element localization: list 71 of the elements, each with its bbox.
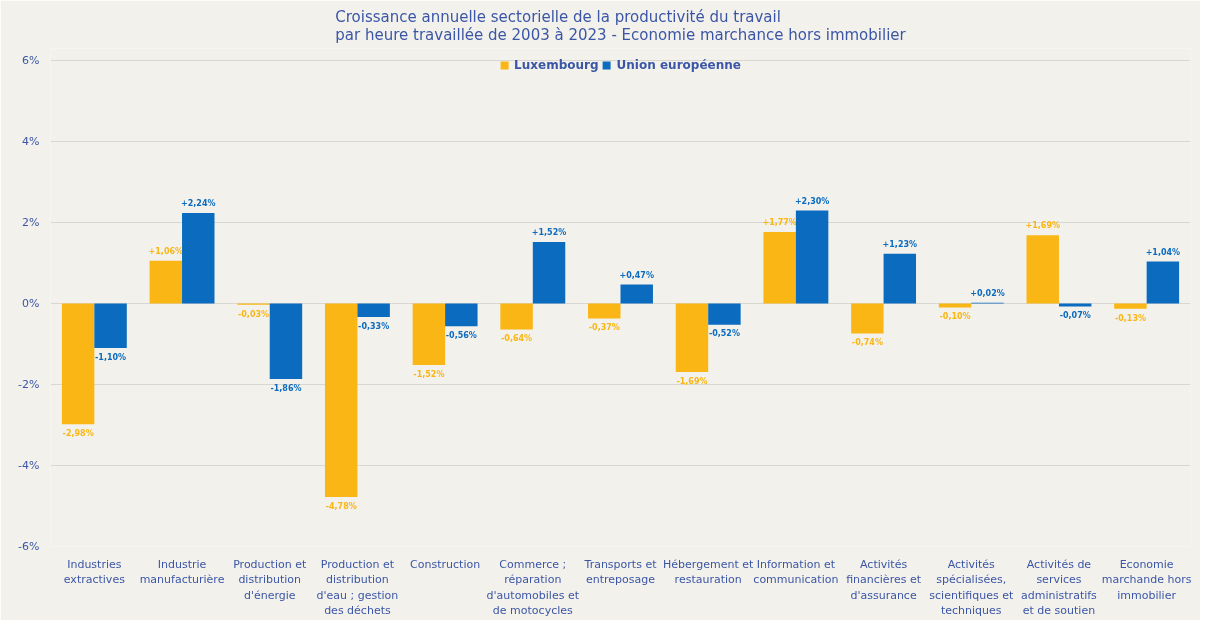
x-tick-label: Production et distribution d'eau ; gestion des déchets <box>316 557 399 618</box>
x-tick-label: Activités de services administratifs et de soutien <box>1021 557 1098 618</box>
bar <box>269 303 303 379</box>
bar <box>357 303 390 317</box>
data-label: -1,86% <box>270 383 302 393</box>
bar <box>1146 261 1180 304</box>
y-tick-label: 2% <box>22 216 40 230</box>
x-tick-label: Construction <box>410 557 481 571</box>
data-label: +0,02% <box>970 288 1005 298</box>
x-tick-label: Information et communication <box>753 557 839 587</box>
x-tick-label: Transports et entreposage <box>583 557 658 587</box>
x-tick-label: Industrie manufacturière <box>139 557 225 587</box>
bar <box>851 303 884 334</box>
bar <box>620 284 653 304</box>
bar <box>61 303 95 425</box>
legend-label: Luxembourg <box>514 58 599 72</box>
chart-title: Croissance annuelle sectorielle de la productivité du travail par heure travaillée de 2003 à 2023 - Economie marchance hors immobilier <box>335 7 907 44</box>
x-tick-label: Hébergement et restauration <box>663 557 754 587</box>
bar <box>94 303 127 349</box>
data-label: -0,13% <box>1114 313 1146 323</box>
data-label: -0,37% <box>588 323 620 333</box>
bar <box>149 260 183 304</box>
data-label: -0,33% <box>358 321 390 331</box>
data-label: -0,03% <box>237 309 270 319</box>
x-tick-label: Industries extractives <box>63 557 126 587</box>
bar <box>708 303 741 325</box>
data-label: -0,10% <box>939 312 971 322</box>
data-label: +1,04% <box>1145 247 1181 257</box>
bar <box>532 242 566 304</box>
data-label: -0,07% <box>1059 311 1091 321</box>
y-tick-label: 0% <box>22 297 40 311</box>
y-tick-label: -2% <box>18 378 40 392</box>
bar <box>412 303 446 366</box>
bar <box>1114 303 1147 309</box>
data-label: +1,52% <box>531 228 567 238</box>
bar <box>938 303 972 308</box>
x-tick-label: Economie marchande hors immobilier <box>1101 557 1192 602</box>
bar <box>324 303 358 498</box>
bar <box>500 303 533 330</box>
x-tick-label: Production et distribution d'énergie <box>233 557 307 602</box>
data-label: +2,30% <box>794 196 830 206</box>
data-label: -1,69% <box>676 376 708 386</box>
bar <box>588 303 621 319</box>
x-tick-label: Activités financières et d'assurance <box>846 557 922 602</box>
x-tick-label: Commerce ; réparation d'automobiles et de motocycles <box>486 557 580 618</box>
x-tick-label: Activités spécialisées, scientifiques et techniques <box>929 557 1014 618</box>
data-label: -0,52% <box>708 329 740 339</box>
y-tick-label: 4% <box>22 135 40 149</box>
data-label: -0,74% <box>851 338 883 348</box>
bar <box>445 303 478 327</box>
legend-label: Union européenne <box>616 58 741 72</box>
bar <box>182 212 215 304</box>
y-tick-label: 6% <box>22 54 40 68</box>
data-label: -0,64% <box>501 334 533 344</box>
data-label: +2,24% <box>181 199 216 209</box>
bar <box>883 253 917 304</box>
data-label: +1,77% <box>762 218 797 228</box>
data-label: +1,23% <box>882 239 918 249</box>
data-label: +1,69% <box>1025 221 1060 231</box>
bar <box>1026 235 1059 304</box>
data-label: -4,78% <box>325 501 357 511</box>
data-label: -1,52% <box>413 369 445 379</box>
bar <box>763 231 796 304</box>
bar <box>675 303 709 372</box>
data-label: -0,56% <box>445 331 477 341</box>
data-label: -1,10% <box>95 352 127 362</box>
data-label: -2,98% <box>62 429 94 439</box>
bar <box>795 210 829 304</box>
y-tick-label: -6% <box>18 540 40 553</box>
data-label: +0,47% <box>619 270 654 280</box>
y-tick-label: -4% <box>18 459 40 473</box>
